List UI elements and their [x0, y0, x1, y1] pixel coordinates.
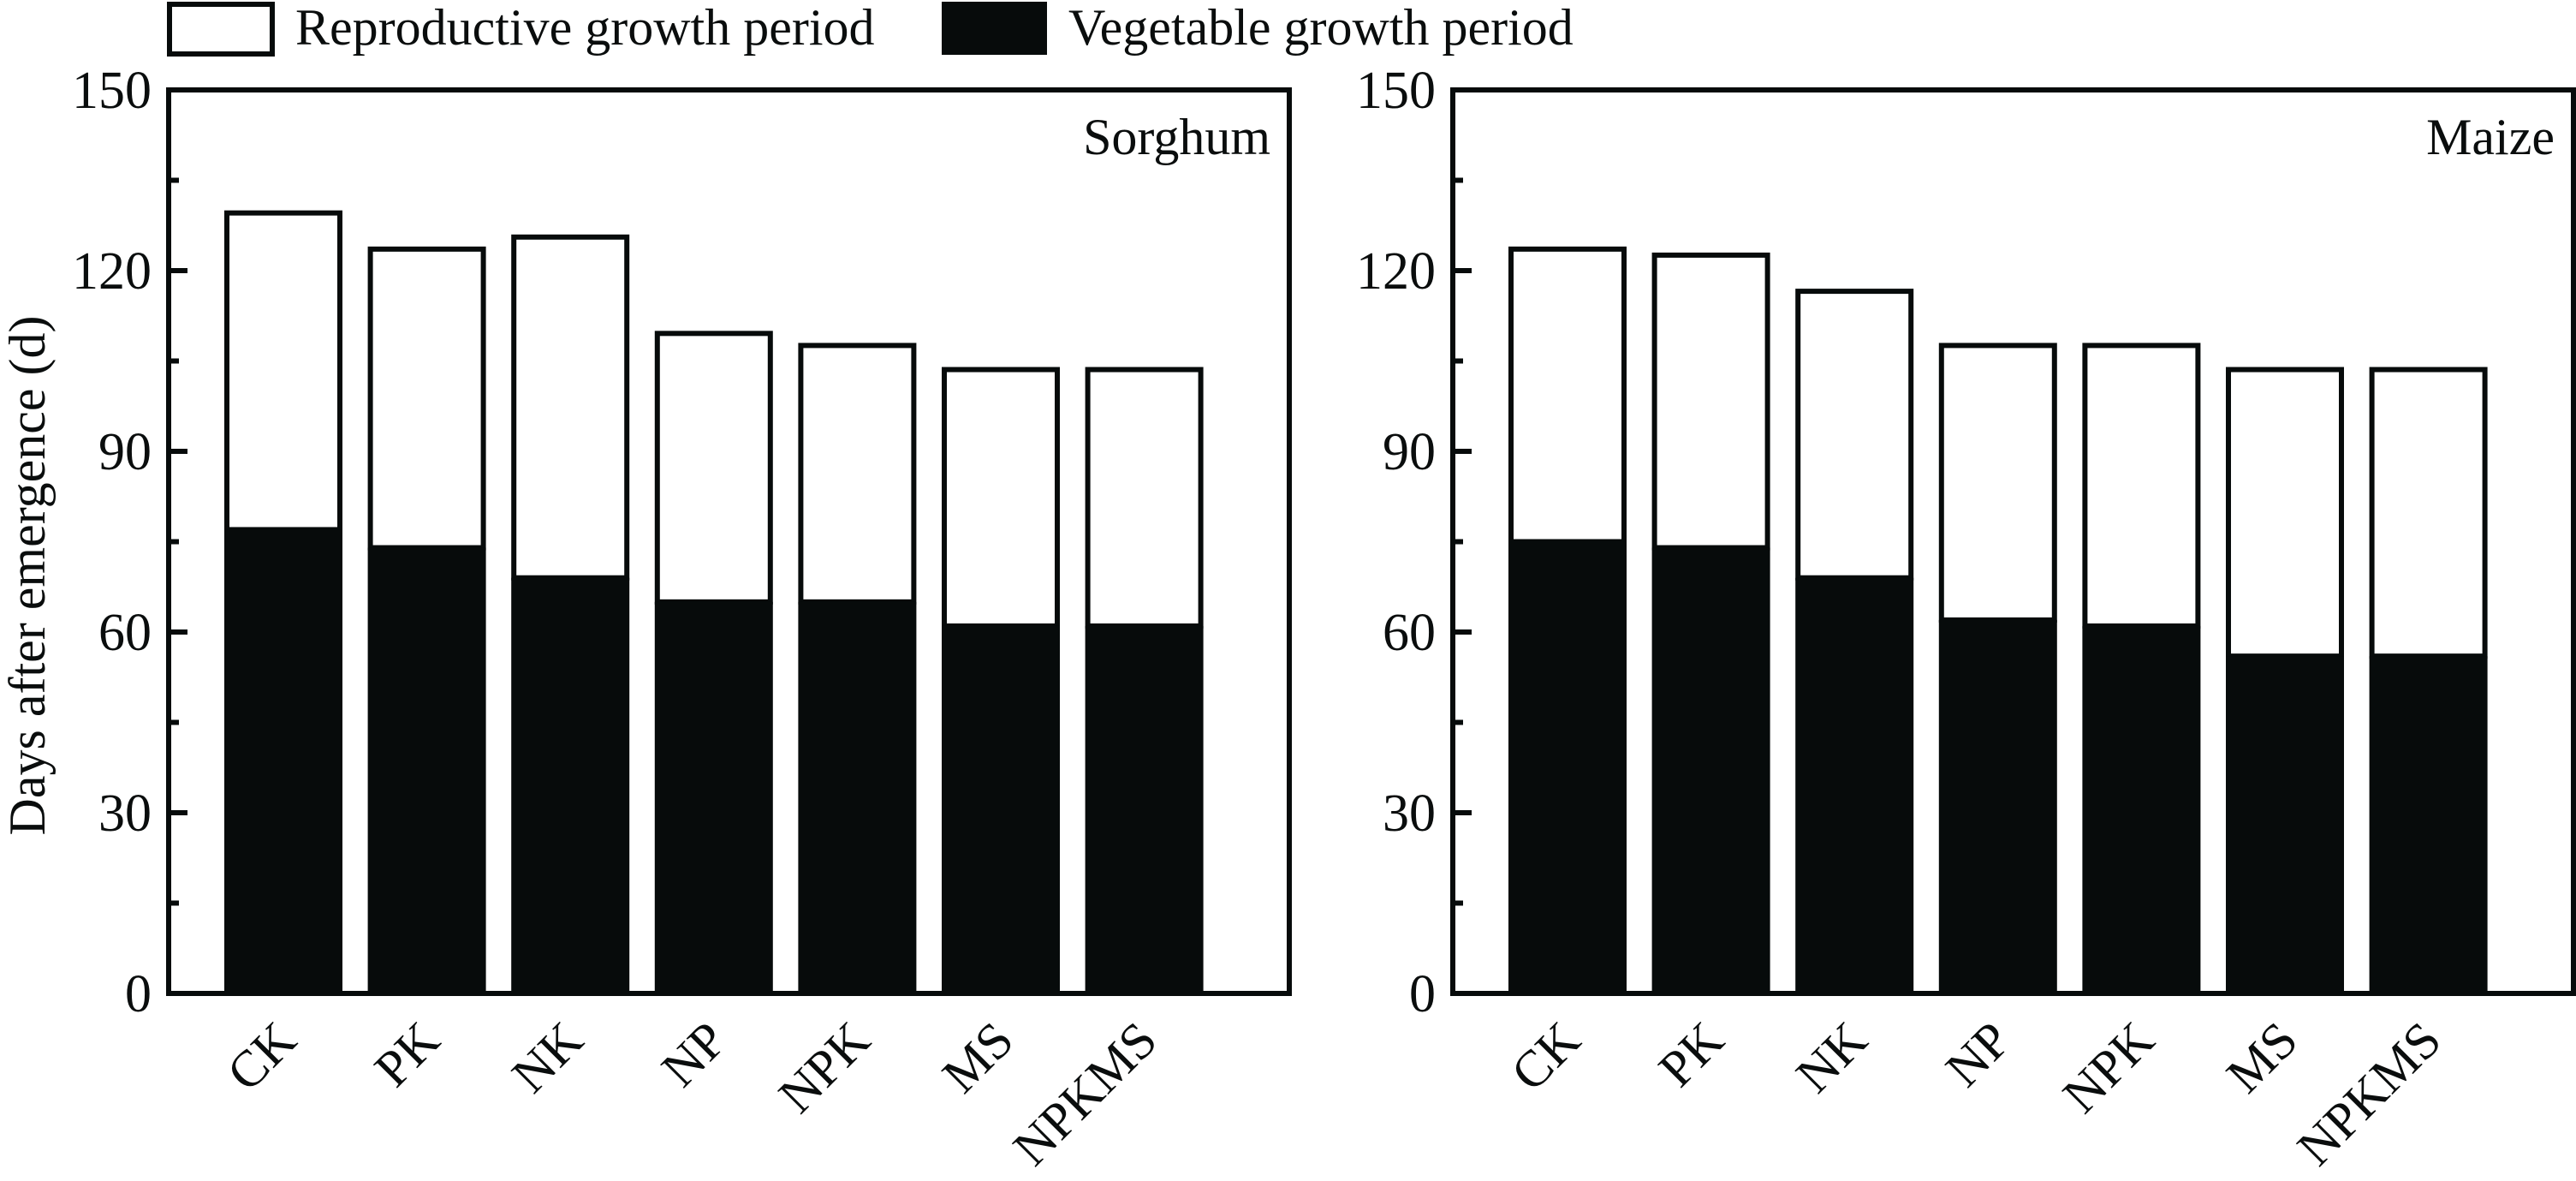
y-tick-label: 0 [125, 965, 152, 1023]
bar-reproductive-ck [224, 210, 342, 533]
x-tick-label: NK [501, 1011, 593, 1104]
x-tick-label: NPK [2052, 1011, 2165, 1124]
y-tick-label: 30 [98, 784, 152, 843]
legend-swatch-vegetable [942, 2, 1047, 55]
x-tick-label: CK [217, 1011, 307, 1102]
bar-vegetable-npk [2082, 625, 2201, 993]
x-tick-label: NP [651, 1011, 737, 1098]
y-axis-label: Days after emergence (d) [0, 316, 56, 836]
x-tick-label: PK [364, 1011, 450, 1098]
y-tick-label: 60 [1383, 604, 1436, 662]
bar-reproductive-npkms [2369, 367, 2488, 659]
y-tick-label: 60 [98, 604, 152, 662]
y-tick-label: 30 [1383, 784, 1436, 843]
legend-swatch-reproductive [167, 2, 275, 57]
bar-vegetable-pk [1651, 547, 1770, 993]
y-tick-label: 150 [1356, 62, 1436, 120]
y-tick-label: 150 [72, 62, 152, 120]
panel-title: Sorghum [1083, 109, 1270, 165]
y-tick-label: 90 [98, 423, 152, 481]
bar-reproductive-nk [511, 234, 630, 581]
bar-reproductive-npk [798, 343, 917, 605]
bar-reproductive-pk [1651, 252, 1770, 551]
bar-reproductive-np [1938, 343, 2057, 623]
bar-vegetable-nk [1795, 577, 1914, 993]
bar-vegetable-ck [224, 529, 342, 993]
x-tick-label: CK [1501, 1011, 1591, 1102]
x-tick-label: MS [931, 1011, 1024, 1104]
bar-vegetable-ms [2226, 656, 2344, 993]
bar-vegetable-npk [798, 601, 917, 993]
bar-vegetable-np [1938, 619, 2057, 993]
bar-reproductive-npk [2082, 343, 2201, 629]
x-tick-label: NPKMS [1002, 1011, 1168, 1177]
x-tick-label: NP [1935, 1011, 2021, 1098]
bar-vegetable-pk [367, 547, 486, 993]
x-tick-label: NPK [768, 1011, 881, 1124]
bar-vegetable-np [654, 601, 773, 993]
bar-reproductive-np [654, 331, 773, 605]
y-tick-label: 0 [1409, 965, 1436, 1023]
bar-reproductive-ck [1508, 246, 1627, 545]
bar-reproductive-nk [1795, 289, 1914, 581]
x-tick-label: NPKMS [2287, 1011, 2452, 1177]
panel-title: Maize [2426, 109, 2555, 165]
bar-vegetable-ms [942, 625, 1060, 993]
x-tick-label: NK [1785, 1011, 1877, 1104]
bar-vegetable-npkms [2369, 656, 2488, 993]
y-tick-label: 120 [1356, 242, 1436, 301]
legend: Reproductive growth period Vegetable gro… [167, 0, 1574, 57]
x-tick-label: MS [2216, 1011, 2308, 1104]
x-tick-label: PK [1648, 1011, 1734, 1098]
y-tick-label: 90 [1383, 423, 1436, 481]
bar-reproductive-ms [942, 367, 1060, 629]
legend-label-vegetable: Vegetable growth period [1068, 0, 1574, 56]
bar-vegetable-npkms [1085, 625, 1204, 993]
bar-reproductive-ms [2226, 367, 2344, 659]
bar-reproductive-npkms [1085, 367, 1204, 629]
bar-vegetable-nk [511, 577, 630, 993]
bar-vegetable-ck [1508, 541, 1627, 993]
y-tick-label: 120 [72, 242, 152, 301]
legend-label-reproductive: Reproductive growth period [295, 0, 875, 56]
bar-reproductive-pk [367, 246, 486, 551]
